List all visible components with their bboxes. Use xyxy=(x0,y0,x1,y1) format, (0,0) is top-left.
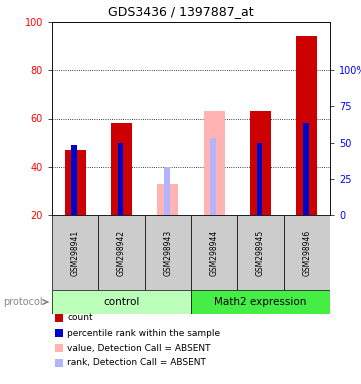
Bar xyxy=(250,111,271,215)
Text: GDS3436 / 1397887_at: GDS3436 / 1397887_at xyxy=(108,5,253,18)
Bar xyxy=(296,36,317,215)
Bar xyxy=(55,359,63,367)
Bar xyxy=(52,215,98,290)
Bar xyxy=(65,150,86,215)
Text: percentile rank within the sample: percentile rank within the sample xyxy=(67,328,220,338)
Bar xyxy=(204,111,225,215)
Bar xyxy=(111,123,132,215)
Bar xyxy=(191,290,330,314)
Text: count: count xyxy=(67,313,93,323)
Bar xyxy=(257,142,262,215)
Bar xyxy=(157,184,178,215)
Text: GSM298945: GSM298945 xyxy=(256,229,265,276)
Bar xyxy=(145,215,191,290)
Bar xyxy=(55,329,63,337)
Text: control: control xyxy=(103,297,140,307)
Text: Math2 expression: Math2 expression xyxy=(214,297,307,307)
Text: GSM298942: GSM298942 xyxy=(117,229,126,276)
Text: GSM298946: GSM298946 xyxy=(302,229,311,276)
Bar xyxy=(303,123,309,215)
Bar xyxy=(55,314,63,322)
Text: protocol: protocol xyxy=(4,297,43,307)
Bar xyxy=(55,344,63,352)
Bar xyxy=(237,215,284,290)
Text: GSM298943: GSM298943 xyxy=(163,229,172,276)
Bar xyxy=(164,167,170,215)
Bar xyxy=(52,290,191,314)
Text: value, Detection Call = ABSENT: value, Detection Call = ABSENT xyxy=(67,344,210,353)
Bar xyxy=(210,138,216,215)
Bar xyxy=(98,215,145,290)
Bar xyxy=(191,215,237,290)
Text: GSM298944: GSM298944 xyxy=(210,229,219,276)
Text: GSM298941: GSM298941 xyxy=(71,229,80,276)
Bar xyxy=(71,145,77,215)
Bar xyxy=(284,215,330,290)
Bar xyxy=(118,142,123,215)
Text: rank, Detection Call = ABSENT: rank, Detection Call = ABSENT xyxy=(67,359,206,367)
